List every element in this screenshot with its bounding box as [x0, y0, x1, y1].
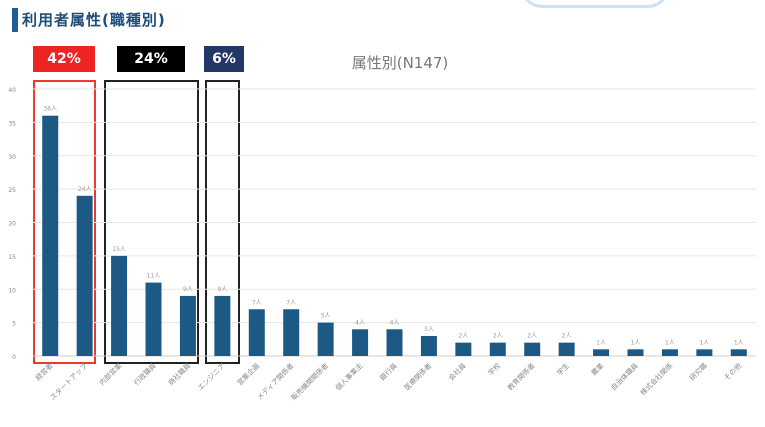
bar — [283, 309, 300, 356]
data-label: 9人 — [183, 286, 193, 293]
y-tick-label: 40 — [8, 87, 16, 94]
category-label: 株式会社関係 — [638, 361, 674, 397]
category-label: 行政職員 — [132, 361, 158, 387]
data-label: 5人 — [321, 313, 331, 320]
bar — [145, 282, 162, 356]
data-label: 9人 — [217, 286, 227, 293]
title-accent-bar — [12, 8, 18, 32]
bar — [386, 329, 403, 356]
bar — [317, 322, 334, 356]
category-label: 研究職 — [688, 361, 709, 382]
bar — [214, 295, 231, 356]
category-label: 教育関係者 — [506, 361, 537, 392]
data-label: 7人 — [252, 299, 262, 306]
y-tick-label: 30 — [8, 154, 16, 161]
bar — [696, 349, 713, 356]
category-label: 経営者 — [33, 361, 54, 382]
data-label: 15人 — [112, 246, 126, 253]
group-badge-engineers: 6% — [204, 46, 244, 72]
y-tick-label: 20 — [8, 221, 16, 228]
category-label: 商社職員 — [166, 361, 192, 387]
data-label: 7人 — [286, 299, 296, 306]
category-label: 農業 — [589, 361, 605, 377]
page-title: 利用者属性(職種別) — [22, 11, 166, 29]
bar — [627, 349, 644, 356]
data-label: 3人 — [424, 326, 434, 333]
category-label: 営業企画 — [235, 361, 261, 387]
y-tick-label: 15 — [8, 254, 16, 261]
group-badge-staff: 24% — [117, 46, 185, 72]
data-label: 2人 — [493, 333, 503, 340]
y-tick-label: 25 — [8, 187, 16, 194]
group-badge-executives: 42% — [33, 46, 95, 72]
data-label: 4人 — [355, 319, 365, 326]
data-label: 4人 — [390, 319, 400, 326]
bar — [558, 342, 575, 356]
y-tick-label: 10 — [8, 287, 16, 294]
category-label: 学生 — [555, 361, 571, 377]
data-label: 1人 — [665, 339, 675, 346]
data-label: 1人 — [631, 339, 641, 346]
bar — [179, 295, 196, 356]
y-tick-label: 0 — [12, 354, 16, 361]
category-label: 学校 — [486, 361, 502, 377]
data-label: 1人 — [596, 339, 606, 346]
category-label: その他 — [722, 361, 743, 382]
data-label: 2人 — [527, 333, 537, 340]
data-label: 24人 — [78, 186, 92, 193]
category-label: 会社員 — [447, 361, 468, 382]
bar — [524, 342, 541, 356]
category-label: 内部営業 — [97, 361, 123, 387]
bar — [455, 342, 472, 356]
bar — [730, 349, 747, 356]
data-label: 36人 — [43, 106, 57, 113]
data-label: 2人 — [562, 333, 572, 340]
chart-title: 属性別(N147) — [351, 54, 449, 72]
y-tick-label: 5 — [12, 321, 16, 328]
bar — [593, 349, 610, 356]
bar — [489, 342, 506, 356]
bar — [661, 349, 678, 356]
category-label: エンジニア — [196, 362, 226, 392]
data-label: 11人 — [147, 273, 161, 280]
bar — [352, 329, 369, 356]
bar — [42, 115, 59, 356]
category-label: 自治体職員 — [609, 361, 640, 392]
category-label: 銀行員 — [378, 361, 399, 382]
data-label: 1人 — [699, 339, 709, 346]
data-label: 2人 — [458, 333, 468, 340]
y-tick-label: 35 — [8, 120, 16, 127]
category-label: 医療関係者 — [402, 361, 433, 392]
bar — [76, 195, 93, 356]
data-label: 1人 — [734, 339, 744, 346]
bar — [111, 255, 128, 356]
bar — [420, 335, 437, 356]
category-label: 個人事業主 — [333, 361, 364, 392]
bar — [248, 309, 265, 356]
